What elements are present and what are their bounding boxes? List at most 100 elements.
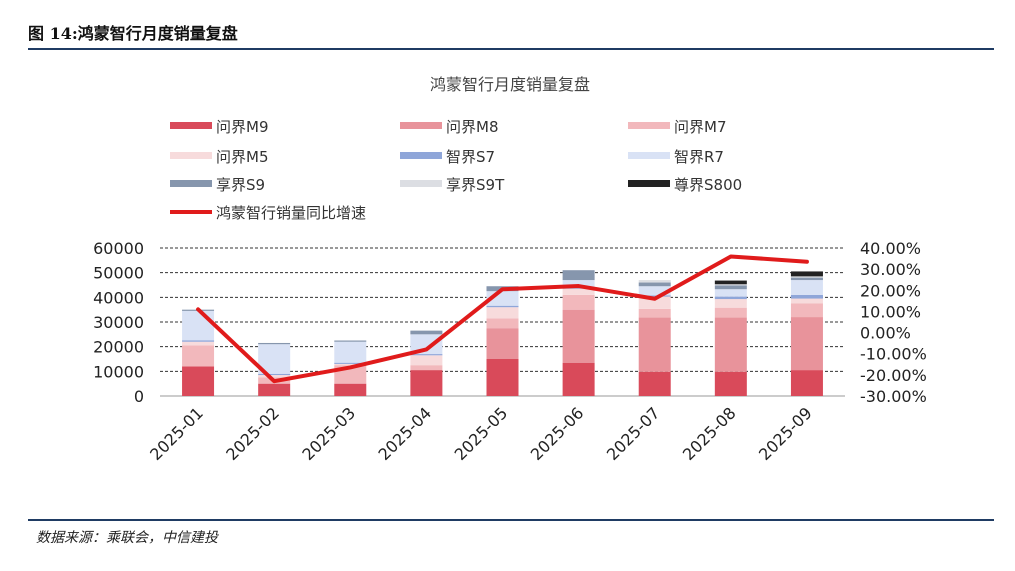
yoy-point-2025-09: [806, 261, 808, 263]
y2-tick-label: 0.00%: [860, 324, 911, 343]
source-note: 数据来源：乘联会，中信建投: [36, 530, 218, 546]
bar-问界M9-2025-07: [638, 371, 671, 396]
legend-swatch: [628, 122, 670, 129]
bar-问界M8-2025-07: [638, 317, 671, 372]
bar-问界M9-2025-08: [714, 371, 747, 396]
bar-问界M9-2025-06: [562, 362, 595, 396]
bar-问界M8-2025-09: [790, 317, 823, 371]
bar-问界M5-2025-01: [182, 341, 215, 346]
bar-智界R7-2025-01: [182, 310, 215, 341]
bar-享界S9T-2025-07: [638, 280, 671, 283]
x-tick-label: 2025-05: [451, 403, 512, 464]
bar-问界M7-2025-01: [182, 345, 215, 367]
yoy-point-2025-01: [197, 308, 199, 310]
bar-享界S9-2025-07: [638, 282, 671, 287]
y-tick-label: 30000: [93, 313, 144, 332]
bar-智界S7-2025-07: [638, 295, 671, 297]
bar-享界S9-2025-04: [410, 330, 443, 335]
figure-title: 图 14:鸿蒙智行月度销量复盘: [28, 24, 238, 43]
bar-智界R7-2025-03: [334, 341, 367, 363]
bar-问界M5-2025-08: [714, 299, 747, 308]
bar-问界M8-2025-08: [714, 317, 747, 372]
bar-享界S9-2025-02: [258, 342, 291, 345]
legend-label: 鸿蒙智行销量同比增速: [216, 204, 366, 222]
bar-问界M5-2025-02: [258, 375, 291, 378]
y-tick-label: 60000: [93, 239, 144, 258]
bar-问界M5-2025-03: [334, 363, 367, 366]
legend-label: 享界S9: [216, 176, 265, 194]
y-axis-right: -30.00% -20.00% -10.00% 0.00% 10.00% 20.00% 30…: [860, 239, 927, 406]
legend-label: 问界M8: [446, 118, 499, 136]
bar-问界M7-2025-06: [562, 294, 595, 310]
legend-swatch: [628, 180, 670, 187]
bar-智界R7-2025-07: [638, 286, 671, 296]
legend-label: 智界S7: [446, 148, 495, 166]
legend-swatch: [628, 152, 670, 159]
bar-智界S7-2025-08: [714, 296, 747, 300]
bar-智界S7-2025-04: [410, 354, 443, 356]
legend-swatch: [170, 152, 212, 159]
x-tick-label: 2025-07: [603, 403, 664, 464]
bar-智界R7-2025-09: [790, 280, 823, 295]
x-tick-label: 2025-03: [298, 403, 359, 464]
bar-享界S9T-2025-09: [790, 276, 823, 278]
bar-智界S7-2025-05: [486, 305, 519, 308]
y2-tick-label: 30.00%: [860, 260, 921, 279]
legend: 问界M9 问界M8 问界M7 问界M5 智界S7 智界R7 享界S9 享界S9T 尊界S800 鸿…: [170, 118, 742, 222]
bar-问界M5-2025-06: [562, 288, 595, 295]
bar-问界M7-2025-04: [410, 365, 443, 371]
bar-尊界S800-2025-08: [714, 280, 747, 285]
bar-智界S7-2025-02: [258, 373, 291, 376]
x-axis: 2025-01 2025-02 2025-03 2025-04 2025-05 2025-…: [146, 403, 816, 464]
y-tick-label: 0: [134, 387, 144, 406]
bar-问界M8-2025-06: [562, 309, 595, 363]
bar-智界S7-2025-01: [182, 340, 215, 342]
x-tick-label: 2025-01: [146, 403, 207, 464]
legend-label: 问界M7: [674, 118, 727, 136]
legend-label: 尊界S800: [674, 176, 742, 194]
yoy-point-2025-02: [273, 380, 275, 382]
bar-问界M9-2025-09: [790, 370, 823, 396]
y2-tick-label: -30.00%: [860, 387, 927, 406]
y-tick-label: 10000: [93, 362, 144, 381]
yoy-point-2025-03: [349, 366, 351, 368]
bars: [182, 270, 823, 396]
bar-智界R7-2025-08: [714, 289, 747, 297]
bar-问界M9-2025-04: [410, 370, 443, 396]
y2-tick-label: 20.00%: [860, 281, 921, 300]
y-tick-label: 20000: [93, 338, 144, 357]
bar-享界S9-2025-09: [790, 277, 823, 281]
bar-问界M7-2025-07: [638, 308, 671, 318]
bar-智界S7-2025-09: [790, 294, 823, 299]
y-tick-label: 50000: [93, 264, 144, 283]
legend-label: 智界R7: [674, 148, 724, 166]
bar-享界S9-2025-06: [562, 270, 595, 281]
bar-问界M5-2025-07: [638, 296, 671, 309]
legend-label: 问界M9: [216, 118, 269, 136]
x-tick-label: 2025-09: [755, 403, 816, 464]
x-tick-label: 2025-08: [679, 403, 740, 464]
y-axis-left: 0 10000 20000 30000 40000 50000 60000: [93, 239, 144, 406]
legend-label: 享界S9T: [446, 176, 505, 194]
bar-问界M9-2025-03: [334, 383, 367, 396]
bar-问界M7-2025-08: [714, 307, 747, 318]
bar-享界S9-2025-08: [714, 285, 747, 290]
legend-swatch: [400, 122, 442, 129]
bar-问界M5-2025-09: [790, 298, 823, 304]
legend-swatch: [170, 180, 212, 187]
bar-问界M5-2025-05: [486, 307, 519, 319]
bar-问界M9-2025-05: [486, 359, 519, 396]
legend-swatch: [400, 152, 442, 159]
bar-问界M8-2025-05: [486, 328, 519, 359]
bar-问界M9-2025-02: [258, 383, 291, 396]
y2-tick-label: 40.00%: [860, 239, 921, 258]
bar-智界R7-2025-04: [410, 334, 443, 355]
y2-tick-label: -20.00%: [860, 366, 927, 385]
x-tick-label: 2025-02: [222, 403, 283, 464]
y-tick-label: 40000: [93, 288, 144, 307]
bottom-rule: [28, 519, 994, 521]
bar-问界M9-2025-01: [182, 366, 215, 396]
bar-智界R7-2025-06: [562, 280, 595, 288]
yoy-point-2025-05: [502, 288, 503, 290]
